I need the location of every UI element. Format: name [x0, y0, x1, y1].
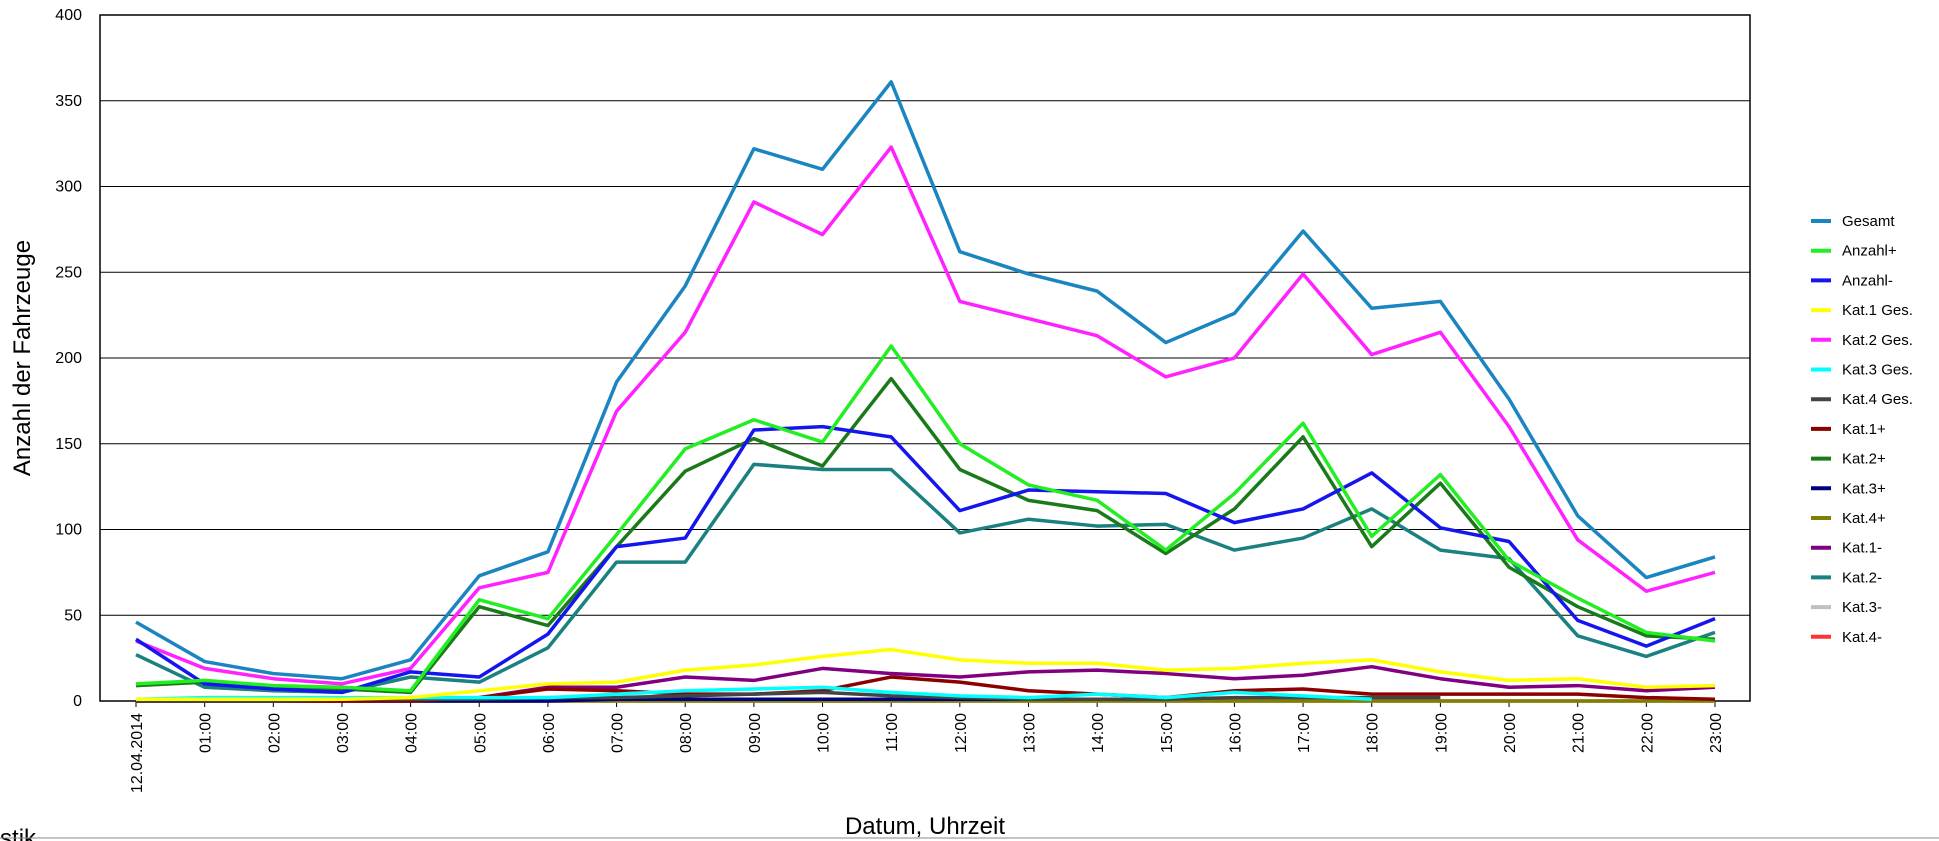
x-tick-label: 03:00 — [335, 713, 352, 753]
series-line — [135, 344, 1716, 693]
x-tick-label: 06:00 — [541, 713, 558, 753]
x-tick-label: 08:00 — [678, 713, 695, 753]
legend-label: Kat.2- — [1842, 569, 1882, 586]
x-tick-label: 05:00 — [472, 713, 489, 753]
y-axis-label: Anzahl der Fahrzeuge — [9, 240, 36, 476]
x-tick-label: 17:00 — [1296, 713, 1313, 753]
y-tick-label: 150 — [55, 436, 82, 453]
x-tick-label: 22:00 — [1639, 713, 1656, 753]
series-line — [135, 424, 1716, 695]
x-tick-label: 07:00 — [610, 713, 627, 753]
legend-label: Kat.1- — [1842, 540, 1882, 557]
x-tick-label: 11:00 — [884, 713, 901, 752]
legend-label: Kat.1+ — [1842, 421, 1886, 438]
legend-label: Kat.2 Ges. — [1842, 332, 1913, 349]
legend-label: Kat.3- — [1842, 599, 1882, 616]
x-tick-label: 09:00 — [747, 713, 764, 753]
series-line — [135, 80, 1716, 681]
x-tick-label: 18:00 — [1365, 713, 1382, 753]
x-tick-label: 12.04.2014 — [129, 713, 146, 793]
footer-text: Statistik — [0, 825, 37, 841]
series-line — [135, 462, 1716, 695]
y-tick-label: 300 — [55, 179, 82, 196]
legend-label: Gesamt — [1842, 213, 1895, 230]
x-tick-label: 14:00 — [1090, 713, 1107, 753]
x-tick-label: 04:00 — [404, 713, 421, 753]
x-tick-label: 20:00 — [1502, 713, 1519, 753]
legend-label: Kat.4- — [1842, 629, 1882, 646]
legend-label: Kat.4+ — [1842, 510, 1886, 527]
x-tick-label: 16:00 — [1227, 713, 1244, 753]
y-tick-label: 50 — [64, 607, 82, 624]
legend-label: Kat.3+ — [1842, 480, 1886, 497]
y-tick-label: 200 — [55, 350, 82, 367]
x-axis-label: Datum, Uhrzeit — [845, 813, 1005, 840]
legend-label: Kat.2+ — [1842, 451, 1886, 468]
legend-label: Anzahl+ — [1842, 243, 1897, 260]
x-tick-label: 10:00 — [816, 713, 833, 753]
x-tick-label: 15:00 — [1159, 713, 1176, 753]
x-tick-label: 12:00 — [953, 713, 970, 753]
legend-label: Kat.1 Ges. — [1842, 302, 1913, 319]
legend-label: Kat.3 Ges. — [1842, 362, 1913, 379]
series-line — [136, 647, 1716, 702]
y-tick-label: 350 — [55, 93, 82, 110]
x-tick-label: 13:00 — [1021, 713, 1038, 753]
x-tick-label: 01:00 — [198, 713, 215, 753]
y-tick-label: 100 — [55, 522, 82, 539]
x-tick-label: 02:00 — [266, 713, 283, 753]
legend-label: Kat.4 Ges. — [1842, 391, 1913, 408]
legend-label: Anzahl- — [1842, 272, 1893, 289]
y-tick-label: 250 — [55, 264, 82, 281]
series-line — [135, 145, 1716, 686]
x-tick-label: 23:00 — [1708, 713, 1725, 753]
y-tick-label: 400 — [55, 7, 82, 24]
y-tick-label: 0 — [73, 693, 82, 710]
x-tick-label: 19:00 — [1433, 713, 1450, 753]
x-tick-label: 21:00 — [1571, 713, 1588, 753]
